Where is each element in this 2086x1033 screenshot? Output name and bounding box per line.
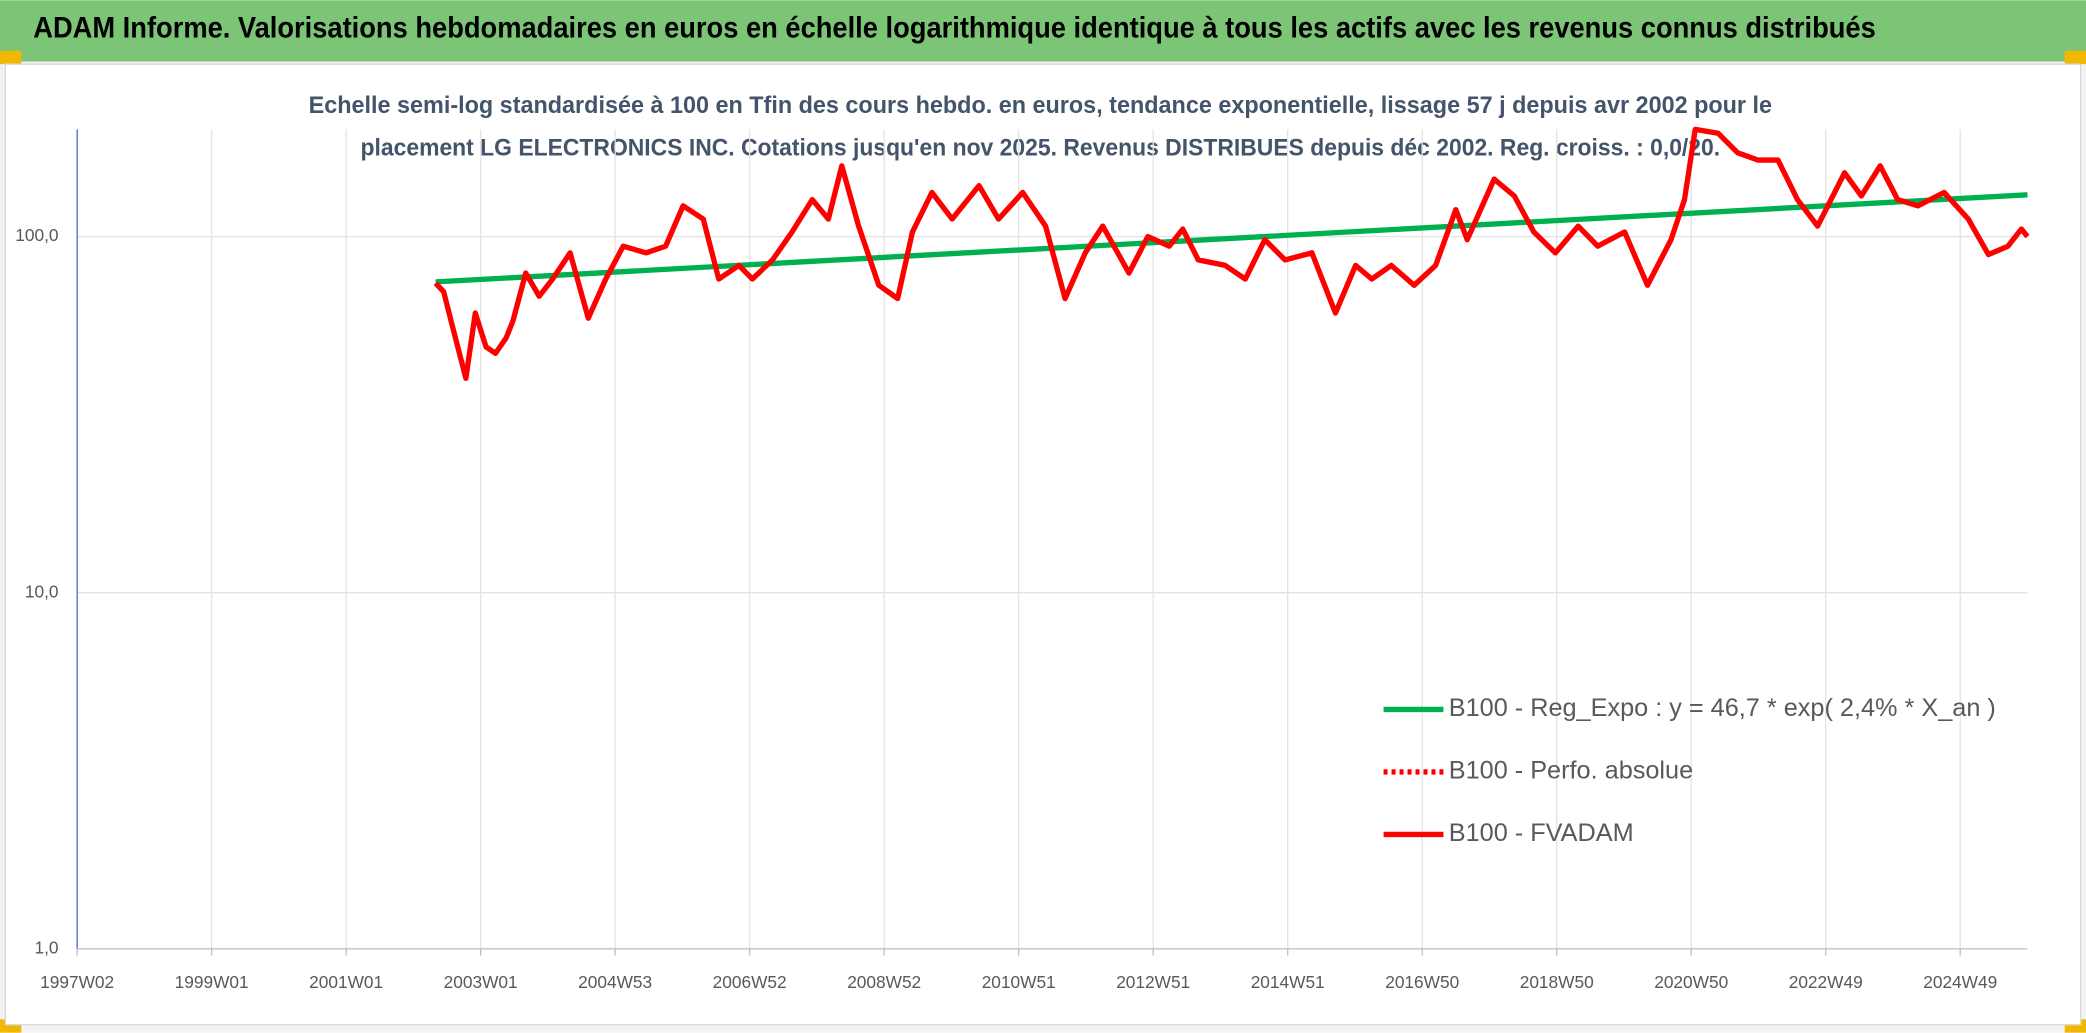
x-tick-label: 2006W52 bbox=[713, 972, 787, 992]
series-line bbox=[433, 126, 2030, 381]
corner bbox=[2064, 50, 2086, 65]
chart-subtitle: placement LG ELECTRONICS INC. Cotations … bbox=[361, 135, 1721, 162]
x-tick-label: 2004W53 bbox=[578, 972, 652, 992]
chart-subtitle: Echelle semi-log standardisée à 100 en T… bbox=[309, 92, 1772, 119]
x-tick-label: 2010W51 bbox=[982, 972, 1056, 992]
x-tick-label: 2012W51 bbox=[1116, 972, 1190, 992]
x-tick-label: 2022W49 bbox=[1789, 972, 1863, 992]
x-tick-label: 2024W49 bbox=[1923, 972, 1997, 992]
legend-label: B100 - Perfo. absolue bbox=[1449, 757, 1693, 785]
y-tick-label: 100,0 bbox=[15, 225, 58, 245]
x-tick-label: 1999W01 bbox=[175, 972, 249, 992]
y-tick-label: 10,0 bbox=[25, 581, 59, 601]
legend-label: B100 - FVADAM bbox=[1449, 819, 1634, 847]
corner bbox=[0, 50, 22, 65]
x-tick-label: 2014W51 bbox=[1251, 972, 1325, 992]
series-line bbox=[435, 192, 2028, 285]
x-tick-label: 2001W01 bbox=[309, 972, 383, 992]
x-tick-label: 2003W01 bbox=[444, 972, 518, 992]
x-tick-label: 2020W50 bbox=[1654, 972, 1728, 992]
y-tick-label: 1,0 bbox=[35, 937, 59, 957]
page-title: ADAM Informe. Valorisations hebdomadaire… bbox=[33, 12, 1876, 44]
x-tick-label: 1997W02 bbox=[40, 972, 114, 992]
x-tick-label: 2016W50 bbox=[1385, 972, 1459, 992]
x-tick-label: 2018W50 bbox=[1520, 972, 1594, 992]
x-tick-label: 2008W52 bbox=[847, 972, 921, 992]
legend-label: B100 - Reg_Expo : y = 46,7 * exp( 2,4% *… bbox=[1449, 694, 1996, 722]
header-bar bbox=[0, 0, 2086, 62]
plot-area bbox=[4, 63, 2082, 1026]
